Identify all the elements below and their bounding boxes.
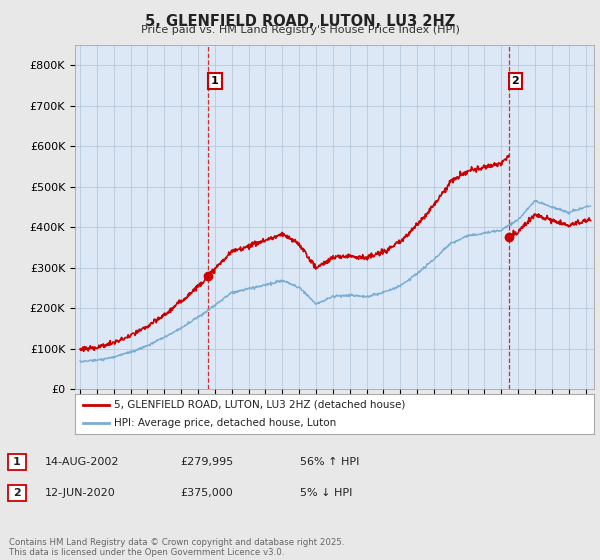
Text: 5, GLENFIELD ROAD, LUTON, LU3 2HZ (detached house): 5, GLENFIELD ROAD, LUTON, LU3 2HZ (detac… <box>114 400 406 409</box>
Text: 14-AUG-2002: 14-AUG-2002 <box>45 457 119 467</box>
Text: 56% ↑ HPI: 56% ↑ HPI <box>300 457 359 467</box>
Text: 5, GLENFIELD ROAD, LUTON, LU3 2HZ: 5, GLENFIELD ROAD, LUTON, LU3 2HZ <box>145 14 455 29</box>
Text: Contains HM Land Registry data © Crown copyright and database right 2025.
This d: Contains HM Land Registry data © Crown c… <box>9 538 344 557</box>
Text: 1: 1 <box>211 76 219 86</box>
Text: £375,000: £375,000 <box>180 488 233 498</box>
Text: 1: 1 <box>13 457 20 467</box>
Text: 2: 2 <box>13 488 20 498</box>
Text: 12-JUN-2020: 12-JUN-2020 <box>45 488 116 498</box>
Text: £279,995: £279,995 <box>180 457 233 467</box>
Text: Price paid vs. HM Land Registry's House Price Index (HPI): Price paid vs. HM Land Registry's House … <box>140 25 460 35</box>
Text: 2: 2 <box>511 76 519 86</box>
Text: 5% ↓ HPI: 5% ↓ HPI <box>300 488 352 498</box>
Text: HPI: Average price, detached house, Luton: HPI: Average price, detached house, Luto… <box>114 418 336 428</box>
